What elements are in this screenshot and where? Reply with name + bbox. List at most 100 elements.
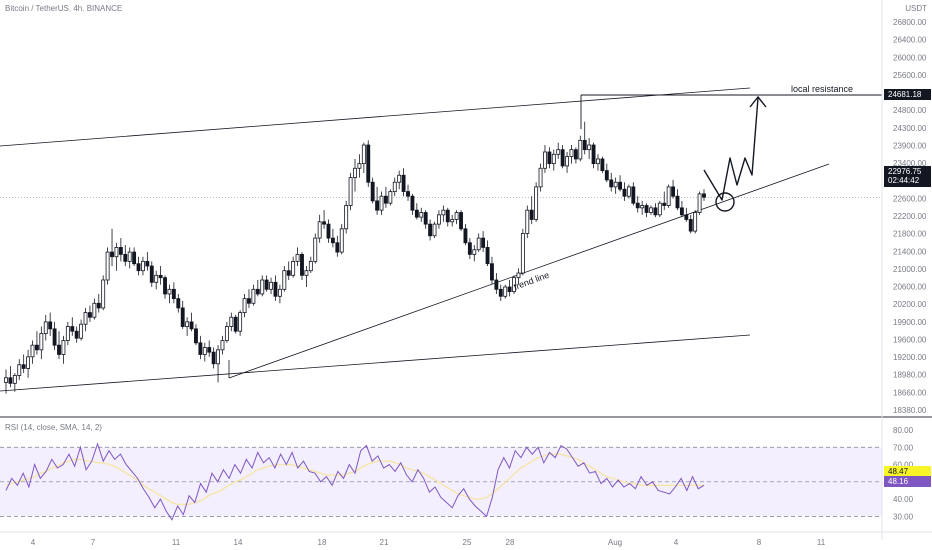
candle [525, 205, 530, 239]
candle [671, 179, 676, 199]
time-tick-label: 14 [234, 538, 243, 547]
candle [392, 177, 397, 197]
candle [459, 210, 463, 232]
candle [141, 256, 145, 276]
candle [582, 121, 587, 155]
candle [490, 256, 494, 285]
currency-label: USDT [905, 4, 927, 13]
candle [238, 310, 243, 336]
svg-text:02:44:42: 02:44:42 [888, 176, 920, 185]
candle [675, 189, 680, 211]
candle [88, 305, 92, 322]
candle [560, 145, 565, 169]
candle [450, 214, 455, 227]
price-tick-label: 22200.00 [893, 212, 927, 221]
symbol-exchange: BINANCE [86, 4, 123, 13]
candle [260, 275, 265, 297]
price-tick-label: 25600.00 [893, 71, 927, 80]
candle [626, 184, 631, 199]
candle [485, 240, 490, 267]
candle [353, 158, 357, 192]
time-tick-label: 7 [91, 538, 96, 547]
candle [688, 214, 693, 234]
candle [512, 275, 516, 294]
candle [74, 326, 79, 343]
rsi-params: (14, close, SMA, 14, 2) [20, 423, 102, 432]
svg-text:24681.18: 24681.18 [888, 90, 922, 99]
rsi-legend[interactable]: RSI (14, close, SMA, 14, 2) [5, 423, 102, 432]
candle [136, 256, 141, 276]
rsi-band-layer [0, 446, 882, 517]
candle [339, 224, 344, 255]
candle [127, 247, 132, 269]
candle [679, 200, 684, 218]
candle [145, 252, 150, 271]
candle [189, 312, 194, 332]
price-tick-label: 23900.00 [893, 141, 927, 150]
candle [348, 172, 353, 211]
candle [70, 317, 75, 336]
candle [538, 163, 543, 192]
candle [291, 256, 296, 278]
candle [344, 200, 349, 234]
candle [556, 142, 561, 159]
candle [613, 177, 618, 194]
candle [366, 140, 371, 187]
candle [662, 191, 667, 211]
resistance-label: local resistance [791, 84, 853, 94]
candle [255, 280, 260, 297]
candle [520, 228, 525, 276]
candle [565, 151, 569, 173]
rsi-tick-label: 80.00 [893, 426, 914, 435]
price-tick-label: 21800.00 [893, 230, 927, 239]
trend-line [228, 163, 830, 379]
candle [631, 182, 636, 206]
trendlines-layer[interactable] [0, 87, 882, 392]
svg-text:48.16: 48.16 [888, 477, 909, 486]
candle [644, 203, 649, 218]
candle [154, 270, 159, 290]
candle [697, 191, 702, 215]
candle [578, 135, 583, 162]
candle [61, 335, 66, 364]
candle [569, 145, 574, 164]
candle [229, 312, 234, 332]
time-tick-label: 11 [172, 538, 181, 547]
candle [322, 210, 327, 229]
symbol-legend[interactable]: Bitcoin / TetherUS, 4h, BINANCE [5, 4, 123, 13]
candle [4, 369, 8, 394]
candle [657, 200, 662, 218]
candle [110, 228, 114, 267]
candle [52, 321, 57, 350]
candle [609, 172, 614, 192]
candle [21, 354, 26, 374]
candle [441, 205, 446, 222]
candle [335, 235, 340, 257]
candle [194, 324, 198, 346]
rsi-lines-layer [5, 442, 705, 521]
candle [414, 203, 419, 220]
candles-layer [4, 121, 706, 394]
time-tick-label: 25 [463, 538, 472, 547]
candle [463, 224, 468, 246]
price-tick-label: 26000.00 [893, 53, 927, 62]
candle [216, 345, 220, 383]
candle [476, 233, 481, 253]
candle [397, 170, 402, 190]
candle [428, 219, 433, 241]
candle [43, 314, 48, 341]
candle [326, 219, 331, 243]
candle [410, 193, 415, 215]
time-tick-label: 4 [31, 538, 36, 547]
candle [48, 312, 53, 336]
candle [317, 214, 322, 243]
channel-upper-line [0, 87, 751, 147]
candle [684, 207, 689, 222]
rsi-name: RSI [5, 423, 19, 432]
candle [286, 261, 291, 280]
candle [251, 284, 256, 306]
candle [437, 210, 441, 229]
time-tick-label: 8 [757, 538, 762, 547]
